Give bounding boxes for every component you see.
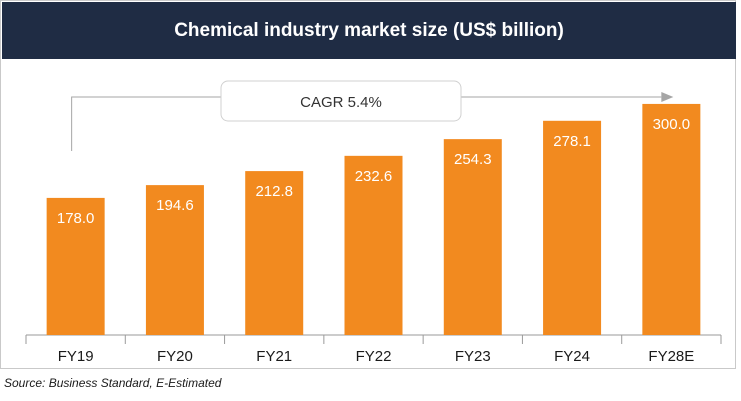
- value-label-fy28e: 300.0: [653, 116, 691, 133]
- value-label-fy20: 194.6: [156, 197, 194, 214]
- bar-fy20: [145, 185, 204, 335]
- x-tick-label-fy20: FY20: [157, 348, 193, 365]
- x-tick-label-fy28e: FY28E: [648, 348, 694, 365]
- bar-fy28e: [642, 103, 701, 335]
- chart-frame: Chemical industry market size (US$ billi…: [0, 0, 736, 369]
- bar-chart: 178.0 FY19 194.6 FY20 212.8 FY21 232.6 FY22 254.…: [25, 80, 722, 365]
- bar-fy23: [443, 139, 502, 335]
- cagr-arrowhead: [661, 92, 674, 102]
- value-label-fy22: 232.6: [355, 168, 393, 185]
- x-tick-label-fy21: FY21: [256, 348, 292, 365]
- cagr-arrow-line: [71, 96, 662, 151]
- value-label-fy19: 178.0: [57, 210, 95, 227]
- bar-fy21: [245, 171, 304, 335]
- value-label-fy21: 212.8: [255, 183, 293, 200]
- bar-fy24: [543, 120, 602, 335]
- cagr-label: CAGR 5.4%: [300, 94, 382, 111]
- x-tick-label-fy23: FY23: [455, 348, 491, 365]
- chart-title: Chemical industry market size (US$ billi…: [2, 2, 736, 59]
- x-tick-label-fy24: FY24: [554, 348, 590, 365]
- value-label-fy23: 254.3: [454, 151, 492, 168]
- x-tick-label-fy19: FY19: [58, 348, 94, 365]
- bar-fy22: [344, 155, 403, 335]
- value-label-fy24: 278.1: [553, 133, 591, 150]
- bar-fy19: [46, 197, 105, 335]
- cagr-box: [220, 80, 462, 122]
- x-tick-label-fy22: FY22: [356, 348, 392, 365]
- source-note: Source: Business Standard, E-Estimated: [4, 376, 222, 390]
